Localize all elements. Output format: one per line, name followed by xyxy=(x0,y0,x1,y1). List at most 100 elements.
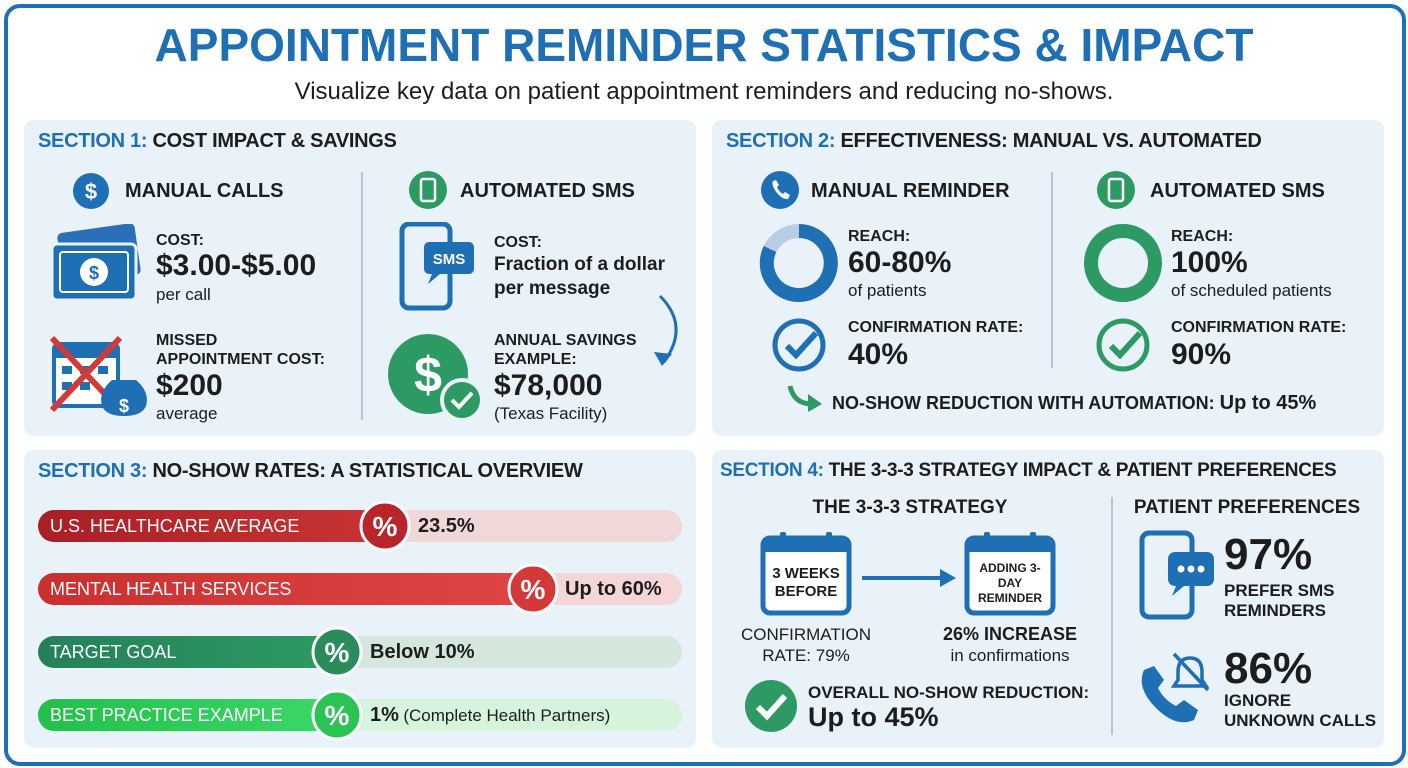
icon-path xyxy=(450,391,474,410)
icon-circle xyxy=(80,258,108,286)
section-label: SECTION 2: xyxy=(726,130,836,152)
bar-fill xyxy=(38,573,533,605)
frame xyxy=(4,4,1406,766)
strategy-heading: THE 3-3-3 STRATEGY xyxy=(812,497,1008,518)
icon-circle xyxy=(311,626,363,678)
phone-sms-icon: SMS xyxy=(399,222,474,311)
icon-path xyxy=(784,330,819,360)
icon-path xyxy=(808,394,822,412)
icon-circle xyxy=(761,171,799,209)
icon-rect xyxy=(1107,177,1125,203)
icon-rect xyxy=(780,532,786,546)
preferences-heading: PATIENT PREFERENCES xyxy=(1133,497,1361,518)
reach-note: of patients xyxy=(848,281,927,300)
missed-cost-label: MISSED APPOINTMENT COST: xyxy=(156,332,325,368)
section-title: THE 3-3-3 STRATEGY IMPACT & PATIENT PREF… xyxy=(828,460,1337,481)
icon-rect xyxy=(967,538,1053,552)
icon-rect xyxy=(419,177,437,203)
icon-rect xyxy=(763,538,849,552)
curved-arrow xyxy=(654,294,678,366)
missed-cost-value: $200 xyxy=(156,369,223,402)
bar-label: BEST PRACTICE EXAMPLE xyxy=(50,705,283,725)
icon-rect xyxy=(1030,532,1036,546)
preference-value: 86% xyxy=(1224,644,1313,693)
preference-label: IGNORE UNKNOWN CALLS xyxy=(1224,691,1377,730)
icon-text: $ xyxy=(119,396,129,416)
icon-circle xyxy=(359,500,411,552)
percent-icon: % xyxy=(359,500,411,552)
reduction-footer: NO-SHOW REDUCTION WITH AUTOMATION: Up to… xyxy=(832,392,1316,415)
icon-rect xyxy=(62,366,72,374)
phone-chat-icon xyxy=(1139,530,1214,620)
icon-path xyxy=(755,693,788,721)
cost-value: Fraction of a dollar per message xyxy=(494,254,666,299)
column-heading: AUTOMATED SMS xyxy=(460,180,635,202)
reach-label: REACH: xyxy=(848,228,911,245)
icon-path xyxy=(940,569,956,587)
down-arrow xyxy=(787,385,822,412)
icon-path xyxy=(1108,330,1143,360)
phone-icon xyxy=(761,171,799,209)
overall-label: OVERALL NO-SHOW REDUCTION: xyxy=(808,683,1090,702)
bar-label: MENTAL HEALTH SERVICES xyxy=(50,579,292,599)
footer-label: NO-SHOW REDUCTION WITH AUTOMATION: xyxy=(832,393,1215,413)
savings-value: $78,000 xyxy=(494,369,603,402)
icon-rect xyxy=(62,382,72,390)
divider xyxy=(361,172,363,420)
icon-path xyxy=(772,180,790,200)
icon-text: % xyxy=(373,511,398,542)
savings-label: ANNUAL SAVINGS EXAMPLE: xyxy=(494,332,637,368)
icon-text: SMS xyxy=(433,251,466,268)
icon-circle xyxy=(311,689,363,741)
section-heading: SECTION 1: COST IMPACT & SAVINGS xyxy=(38,130,397,153)
missed-cost-unit: average xyxy=(156,404,218,423)
section-heading: SECTION 2: EFFECTIVENESS: MANUAL VS. AUT… xyxy=(726,130,1262,153)
reach-value: 100% xyxy=(1171,246,1248,279)
overall-value: Up to 45% xyxy=(808,702,939,732)
icon-circle xyxy=(409,171,447,209)
calendar-icon xyxy=(964,532,1056,616)
section-label: SECTION 4: xyxy=(720,460,824,481)
step-2-value: 26% INCREASE xyxy=(942,624,1078,644)
bar-value: 23.5% xyxy=(418,515,475,537)
icon-circle xyxy=(507,563,559,615)
section-label: SECTION 1: xyxy=(38,130,148,152)
muted-call-icon xyxy=(1141,652,1210,723)
icon-rect xyxy=(826,532,832,546)
sms-icon xyxy=(409,171,447,209)
confirm-value: 90% xyxy=(1171,338,1232,371)
divider xyxy=(1111,497,1113,735)
confirm-label: CONFIRMATION RATE: xyxy=(848,319,1024,336)
confirm-label: CONFIRMATION RATE: xyxy=(1171,319,1347,336)
icon-circle xyxy=(440,378,484,422)
arrow xyxy=(862,569,956,587)
bar-value-group: 1% (Complete Health Partners) xyxy=(370,704,610,727)
icon-circle xyxy=(1197,565,1205,573)
section-title: NO-SHOW RATES: A STATISTICAL OVERVIEW xyxy=(152,460,583,482)
confirm-value: 40% xyxy=(848,338,909,371)
step-2: ADDING 3-DAY REMINDER xyxy=(977,561,1042,605)
check-icon xyxy=(745,680,797,732)
icon-path xyxy=(759,224,838,302)
reach-value: 60-80% xyxy=(848,246,952,279)
preference-value: 97% xyxy=(1224,530,1313,579)
icon-rect xyxy=(80,382,90,390)
subtitle: Visualize key data on patient appointmen… xyxy=(294,78,1114,105)
cash-icon: $ xyxy=(50,224,141,302)
section-label: SECTION 3: xyxy=(38,460,148,482)
check-icon xyxy=(1096,318,1150,372)
icon-path xyxy=(1141,666,1198,723)
icon-line xyxy=(1172,652,1210,692)
icon-circle xyxy=(1096,318,1150,372)
title: APPOINTMENT REMINDER STATISTICS & IMPACT xyxy=(154,19,1254,71)
column-heading: MANUAL REMINDER xyxy=(811,180,1010,202)
icon-line xyxy=(50,335,123,413)
icon-rect xyxy=(984,532,990,546)
icon-rect xyxy=(59,251,129,293)
column-heading: MANUAL CALLS xyxy=(125,180,284,202)
check-icon xyxy=(772,318,826,372)
bar-note: (Complete Health Partners) xyxy=(403,706,611,725)
step-1: 3 WEEKS BEFORE xyxy=(772,565,840,600)
bar-fill xyxy=(38,510,385,542)
reach-note: of scheduled patients xyxy=(1171,281,1332,300)
